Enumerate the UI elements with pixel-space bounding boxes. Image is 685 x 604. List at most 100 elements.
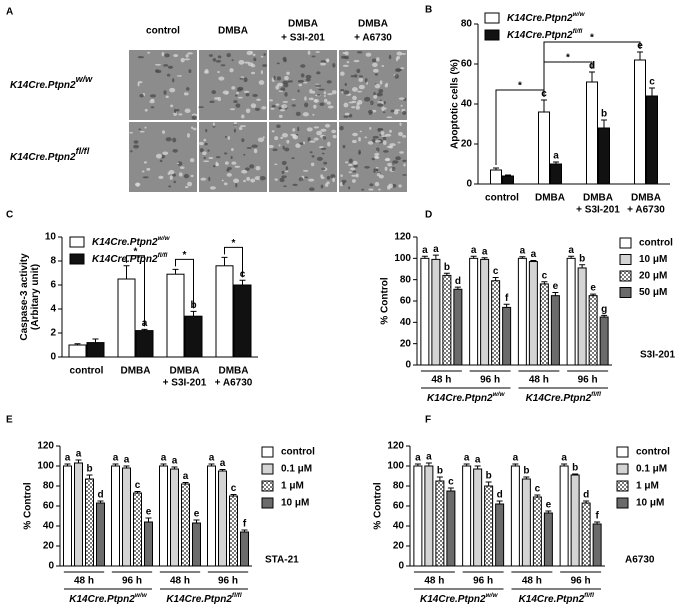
error-bar — [530, 259, 537, 262]
error-bar — [485, 481, 492, 486]
y-tick-label: 0 — [405, 360, 411, 371]
cell-speck — [339, 125, 344, 131]
significance-letter: e — [553, 281, 559, 292]
cell-speck — [383, 101, 386, 105]
cell-speck — [235, 103, 241, 108]
significance-letter: a — [422, 245, 428, 256]
cell-speck — [285, 166, 289, 171]
cell-speck — [303, 81, 308, 84]
error-bar — [492, 277, 499, 281]
cell-speck — [399, 122, 402, 126]
cell-speck — [223, 182, 228, 186]
cell-speck — [163, 64, 169, 67]
cell-speck — [378, 88, 384, 93]
error-bar — [97, 500, 104, 503]
label-superscript: fl/fl — [76, 146, 90, 156]
cell-speck — [391, 166, 396, 172]
bar — [473, 468, 483, 567]
cell-speck — [233, 128, 236, 133]
cell-speck — [231, 147, 234, 152]
cell-speck — [286, 139, 290, 144]
legend-label: 0.1 μM — [636, 464, 667, 475]
cell-speck — [281, 175, 287, 179]
cell-speck — [375, 166, 379, 169]
cell-speck — [304, 96, 307, 101]
cell-speck — [271, 130, 275, 133]
y-tick-label: 120 — [394, 232, 411, 243]
y-tick-label: 8 — [50, 256, 56, 267]
label-main: K14Cre.Ptpn2 — [10, 80, 76, 91]
legend-label: 1 μM — [281, 481, 304, 492]
bar — [517, 257, 527, 366]
cell-speck — [389, 129, 392, 133]
cell-speck — [227, 167, 232, 170]
y-tick-label: 0 — [398, 561, 404, 572]
bar — [502, 175, 514, 185]
cell-speck — [169, 87, 176, 93]
significance-letter: e — [546, 500, 552, 511]
cell-speck — [172, 78, 175, 83]
cell-speck — [403, 163, 406, 167]
significance-letter: d — [455, 276, 461, 287]
micrograph — [199, 122, 267, 192]
cell-speck — [380, 131, 385, 136]
cell-speck — [185, 54, 189, 58]
cell-speck — [384, 107, 387, 110]
cell-speck — [346, 61, 350, 64]
label-main: K14Cre.Ptpn2 — [507, 30, 573, 41]
cell-speck — [188, 69, 192, 74]
bar — [577, 267, 587, 366]
cell-speck — [147, 51, 151, 54]
comparison-bracket — [543, 41, 641, 97]
cell-speck — [388, 183, 394, 189]
cell-speck — [274, 178, 278, 181]
cell-speck — [323, 98, 328, 103]
cell-speck — [271, 104, 276, 108]
cell-speck — [139, 94, 144, 98]
bar — [96, 502, 105, 567]
significance-letter: a — [65, 453, 71, 464]
x-tick-label: + A6730 — [627, 205, 665, 216]
error-bar — [553, 161, 559, 164]
error-bar — [193, 519, 200, 523]
significance-letter: f — [243, 519, 247, 530]
cell-speck — [172, 148, 178, 153]
cell-speck — [235, 182, 238, 188]
error-bar — [171, 466, 178, 469]
cell-speck — [375, 156, 380, 159]
error-bar — [523, 476, 530, 479]
error-bar — [579, 264, 586, 268]
cell-speck — [320, 62, 327, 66]
cell-speck — [374, 83, 381, 89]
cell-speck — [224, 135, 227, 139]
cell-speck — [231, 161, 237, 165]
cell-speck — [390, 109, 395, 113]
cell-speck — [277, 82, 283, 87]
cell-speck — [262, 64, 267, 68]
cell-speck — [203, 156, 207, 160]
cell-speck — [339, 182, 343, 187]
significance-letter: b — [437, 466, 443, 477]
x-tick-label: DMBA — [121, 366, 151, 377]
cell-speck — [282, 101, 289, 103]
error-bar — [589, 71, 595, 82]
cell-speck — [378, 174, 384, 179]
cell-speck — [278, 106, 282, 110]
error-bar — [208, 463, 215, 466]
error-bar — [541, 99, 547, 112]
bar — [181, 483, 190, 567]
cell-speck — [279, 177, 285, 183]
legend-label: 10 μM — [639, 254, 667, 265]
cell-speck — [376, 172, 381, 177]
significance-letter: e — [590, 283, 596, 294]
cell-speck — [144, 108, 148, 112]
error-bar — [637, 51, 643, 60]
y-tick-label: 40 — [43, 521, 55, 532]
bar — [480, 258, 490, 366]
cell-speck — [250, 103, 257, 109]
error-bar — [534, 494, 541, 497]
cell-speck — [342, 181, 345, 186]
error-bar — [230, 494, 237, 496]
cell-speck — [354, 74, 358, 78]
cell-speck — [166, 73, 171, 77]
